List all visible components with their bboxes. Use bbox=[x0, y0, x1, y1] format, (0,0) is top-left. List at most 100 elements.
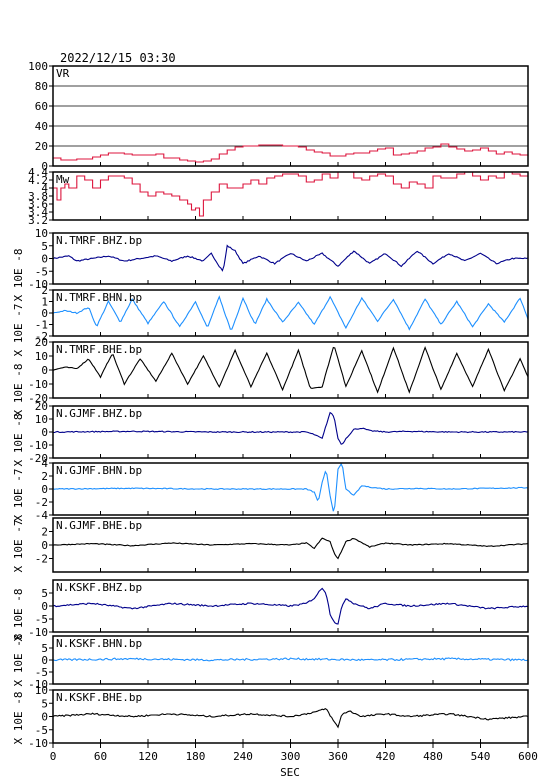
y-unit-label: X 10E -8 bbox=[12, 634, 25, 687]
y-unit-label: X 10E -7 bbox=[12, 520, 25, 573]
y-tick-label: 10 bbox=[35, 684, 48, 697]
y-tick-label: 10 bbox=[35, 350, 48, 363]
y-tick-label: 100 bbox=[28, 60, 48, 73]
y-unit-label: X 10E -7 bbox=[12, 469, 25, 522]
y-tick-label: -5 bbox=[35, 724, 48, 737]
y-tick-label: -10 bbox=[28, 737, 48, 750]
y-tick-label: 0 bbox=[41, 654, 48, 667]
series-line-gjm_e bbox=[52, 537, 529, 560]
y-tick-label: -10 bbox=[28, 439, 48, 452]
series-line-tmr_z bbox=[52, 244, 529, 272]
y-tick-label: -1 bbox=[35, 319, 48, 332]
y-tick-label: -10 bbox=[28, 678, 48, 691]
panel-ksk_n: -10-505 N.KSKF.BHN.bp bbox=[28, 635, 529, 691]
y-tick-label: -2 bbox=[35, 553, 48, 566]
panel-label: Mw bbox=[56, 173, 70, 186]
y-tick-label: 0 bbox=[41, 364, 48, 377]
y-tick-label: 0 bbox=[41, 483, 48, 496]
y-tick-label: -2 bbox=[35, 496, 48, 509]
x-tick-label: 480 bbox=[423, 750, 443, 763]
y-tick-label: 0 bbox=[41, 160, 48, 173]
y-tick-label: 4.2 bbox=[28, 174, 48, 187]
y-tick-label: 80 bbox=[35, 80, 48, 93]
y-tick-label: 0 bbox=[41, 426, 48, 439]
panel-label: N.GJMF.BHE.bp bbox=[56, 519, 142, 532]
y-tick-label: 60 bbox=[35, 100, 48, 113]
figure-title: 2022/12/15 03:30 bbox=[60, 51, 176, 65]
series-line-tmr_n bbox=[52, 295, 529, 331]
y-tick-label: -10 bbox=[28, 378, 48, 391]
y-tick-label: -20 bbox=[28, 392, 48, 405]
panel-vr: 0 20 40 60 80 100 VR bbox=[28, 60, 529, 173]
panel-ksk_z: -10-505 N.KSKF.BHZ.bp bbox=[28, 579, 529, 639]
y-tick-label: 3.2 bbox=[28, 214, 48, 227]
panel-label: N.TMRF.BHZ.bp bbox=[56, 234, 142, 247]
y-tick-label: 2 bbox=[41, 470, 48, 483]
series-line-mw bbox=[53, 171, 528, 217]
panel-label: N.GJMF.BHZ.bp bbox=[56, 407, 142, 420]
panel-label: N.GJMF.BHN.bp bbox=[56, 464, 142, 477]
panel-label: VR bbox=[56, 67, 70, 80]
y-tick-label: 3.6 bbox=[28, 198, 48, 211]
y-tick-label: -20 bbox=[28, 452, 48, 465]
panel-label: N.KSKF.BHZ.bp bbox=[56, 581, 142, 594]
y-unit-label: X 10E -7 bbox=[12, 304, 25, 357]
y-tick-label: 3.4 bbox=[28, 206, 48, 219]
y-tick-label: 3.8 bbox=[28, 190, 48, 203]
y-tick-label: -10 bbox=[28, 278, 48, 291]
y-tick-label: 10 bbox=[35, 227, 48, 240]
y-unit-label: X 10E -8 bbox=[12, 692, 25, 745]
panel-frame bbox=[52, 65, 529, 167]
x-tick-label: 0 bbox=[50, 750, 57, 763]
y-tick-label: 0 bbox=[41, 711, 48, 724]
panel-mw: 3.23.43.63.844.24.4 Mw bbox=[28, 166, 529, 227]
y-tick-label: 20 bbox=[35, 140, 48, 153]
y-unit-label: X 10E -8 bbox=[12, 364, 25, 417]
y-tick-label: 10 bbox=[35, 413, 48, 426]
panel-label: N.TMRF.BHN.bp bbox=[56, 291, 142, 304]
series-line-ksk_z bbox=[52, 587, 529, 625]
x-axis: 0 60 120 180 240 300 360 420 480 540 600 bbox=[50, 743, 538, 763]
y-tick-label: 0 bbox=[41, 307, 48, 320]
y-tick-label: 4.4 bbox=[28, 166, 48, 179]
x-tick-label: 120 bbox=[138, 750, 158, 763]
x-tick-label: 600 bbox=[518, 750, 538, 763]
y-tick-label: 5 bbox=[41, 240, 48, 253]
series-line-ksk_e bbox=[52, 707, 529, 729]
y-tick-label: 5 bbox=[41, 587, 48, 600]
y-tick-label: 4 bbox=[41, 457, 48, 470]
panel-gjm_e: -202 N.GJMF.BHE.bp bbox=[35, 517, 529, 573]
y-tick-label: -5 bbox=[35, 265, 48, 278]
y-unit-label: X 10E -8 bbox=[12, 414, 25, 467]
panel-frame bbox=[52, 171, 529, 221]
y-tick-label: 0 bbox=[41, 600, 48, 613]
y-tick-label: 0 bbox=[41, 253, 48, 266]
x-tick-label: 180 bbox=[186, 750, 206, 763]
y-tick-label: 20 bbox=[35, 400, 48, 413]
panel-label: N.KSKF.BHE.bp bbox=[56, 691, 142, 704]
y-tick-label: -2 bbox=[35, 330, 48, 343]
series-line-ksk_n bbox=[52, 657, 529, 662]
y-tick-label: -4 bbox=[35, 509, 49, 522]
y-tick-label: 1 bbox=[41, 296, 48, 309]
x-tick-label: 420 bbox=[376, 750, 396, 763]
y-tick-label: 40 bbox=[35, 120, 48, 133]
x-axis-label: SEC bbox=[280, 766, 300, 779]
y-tick-label: 2 bbox=[41, 526, 48, 539]
x-tick-label: 60 bbox=[94, 750, 107, 763]
y-tick-label: 2 bbox=[41, 284, 48, 297]
y-tick-label: -5 bbox=[35, 666, 48, 679]
y-tick-label: 5 bbox=[41, 697, 48, 710]
y-tick-label: 5 bbox=[41, 642, 48, 655]
y-tick-label: -10 bbox=[28, 626, 48, 639]
y-tick-label: 20 bbox=[35, 336, 48, 349]
y-unit-label: X 10E -8 bbox=[12, 589, 25, 642]
x-tick-label: 540 bbox=[471, 750, 491, 763]
